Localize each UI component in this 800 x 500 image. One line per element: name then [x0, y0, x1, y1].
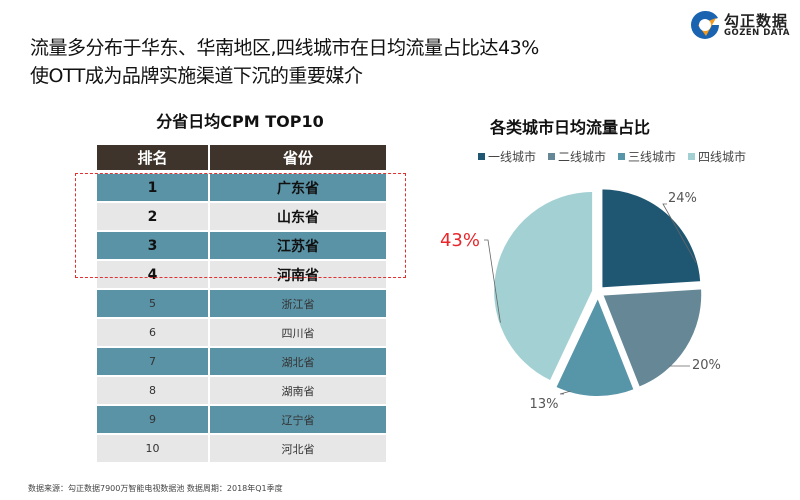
- province-cell: 湖北省: [281, 355, 315, 369]
- legend-item: 一线城市: [478, 148, 536, 165]
- province-cell: 河北省: [281, 442, 315, 456]
- legend-item: 三线城市: [618, 148, 676, 165]
- rank-cell: 1: [97, 174, 210, 201]
- province-cell: 山东省: [277, 209, 319, 226]
- rank-cell: 4: [97, 261, 210, 288]
- slice-label: 43%: [440, 230, 480, 251]
- legend-swatch: [688, 153, 696, 160]
- table-row: 1 广东省: [97, 174, 386, 203]
- top4-highlight-box: [75, 173, 406, 278]
- headline: 流量多分布于华东、华南地区,四线城市在日均流量占比达43% 使OTT成为品牌实施…: [30, 34, 539, 90]
- pie-slice: [492, 189, 595, 383]
- table-header-row: 排名 省份: [97, 145, 386, 174]
- table-row: 2 山东省: [97, 203, 386, 232]
- table-row: 3 江苏省: [97, 232, 386, 261]
- pie-legend: 一线城市 二线城市 三线城市 四线城市: [478, 148, 746, 165]
- rank-cell: 9: [97, 406, 210, 433]
- leader-line: [484, 239, 501, 323]
- legend-label: 四线城市: [698, 150, 747, 164]
- legend-label: 三线城市: [628, 150, 677, 164]
- legend-item: 二线城市: [548, 148, 606, 165]
- legend-label: 一线城市: [488, 150, 537, 164]
- leader-line: [559, 390, 571, 395]
- headline-line-1: 流量多分布于华东、华南地区,四线城市在日均流量占比达43%: [30, 37, 539, 59]
- slice-label: 20%: [692, 358, 721, 373]
- logo-en-text: GOZEN DATA: [724, 28, 790, 38]
- legend-swatch: [618, 153, 626, 160]
- data-source-note: 数据来源：勾正数据7900万智能电视数据池 数据周期：2018年Q1季度: [28, 484, 283, 493]
- table-row: 4 河南省: [97, 261, 386, 290]
- logo-g-icon: [691, 10, 719, 39]
- rank-cell: 3: [97, 232, 210, 259]
- province-cell: 湖南省: [281, 384, 315, 398]
- slice-label: 13%: [530, 397, 559, 412]
- rank-cell: 2: [97, 203, 210, 230]
- header-province: 省份: [282, 149, 313, 167]
- pie-slice: [553, 294, 636, 398]
- province-cell: 江苏省: [277, 238, 319, 255]
- headline-line-2: 使OTT成为品牌实施渠道下沉的重要媒介: [30, 65, 363, 87]
- table-row: 9 辽宁省: [97, 406, 386, 435]
- table-row: 6 四川省: [97, 319, 386, 348]
- rank-cell: 6: [97, 319, 210, 346]
- pie-slice: [600, 287, 704, 389]
- header-rank: 排名: [97, 145, 210, 170]
- logo: 勾正数据 GOZEN DATA: [688, 8, 798, 42]
- province-cell: 辽宁省: [281, 413, 315, 427]
- legend-item: 四线城市: [688, 148, 746, 165]
- cpm-table: 排名 省份 1 广东省 2 山东省 3 江苏省 4 河南省 5 浙江省 6 四川…: [97, 145, 386, 464]
- province-cell: 广东省: [277, 180, 319, 197]
- table-row: 7 湖北省: [97, 348, 386, 377]
- province-cell: 河南省: [277, 267, 319, 284]
- slice-label: 24%: [668, 191, 697, 206]
- rank-cell: 7: [97, 348, 210, 375]
- legend-swatch: [548, 153, 556, 160]
- leader-line: [662, 203, 697, 263]
- rank-cell: 5: [97, 290, 210, 317]
- legend-label: 二线城市: [558, 150, 607, 164]
- pie-chart: 24% 20% 13% 43%: [440, 187, 721, 412]
- table-row: 8 湖南省: [97, 377, 386, 406]
- table-title: 分省日均CPM TOP10: [156, 112, 324, 131]
- table-row: 5 浙江省: [97, 290, 386, 319]
- table-row: 10 河北省: [97, 435, 386, 464]
- legend-swatch: [478, 153, 485, 160]
- rank-cell: 10: [97, 435, 210, 462]
- pie-title: 各类城市日均流量占比: [490, 118, 651, 137]
- province-cell: 浙江省: [281, 297, 315, 311]
- province-cell: 四川省: [281, 326, 315, 340]
- rank-cell: 8: [97, 377, 210, 404]
- logo-cn-text: 勾正数据: [724, 12, 789, 30]
